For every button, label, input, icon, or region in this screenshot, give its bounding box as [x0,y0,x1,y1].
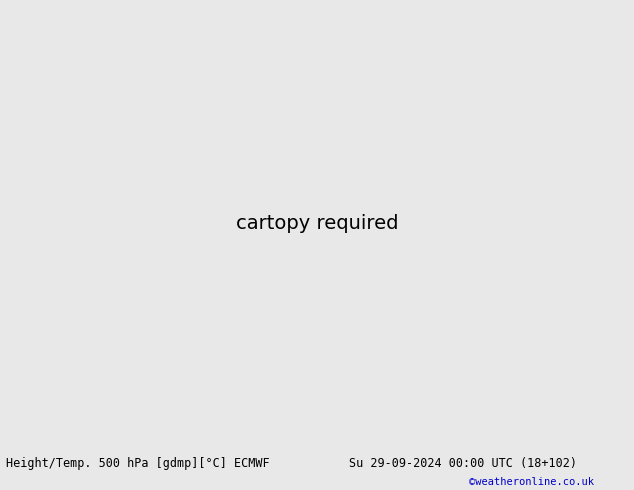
Text: Su 29-09-2024 00:00 UTC (18+102): Su 29-09-2024 00:00 UTC (18+102) [349,457,577,470]
Text: ©weatheronline.co.uk: ©weatheronline.co.uk [469,477,594,487]
Text: cartopy required: cartopy required [236,214,398,233]
Text: Height/Temp. 500 hPa [gdmp][°C] ECMWF: Height/Temp. 500 hPa [gdmp][°C] ECMWF [6,457,270,470]
